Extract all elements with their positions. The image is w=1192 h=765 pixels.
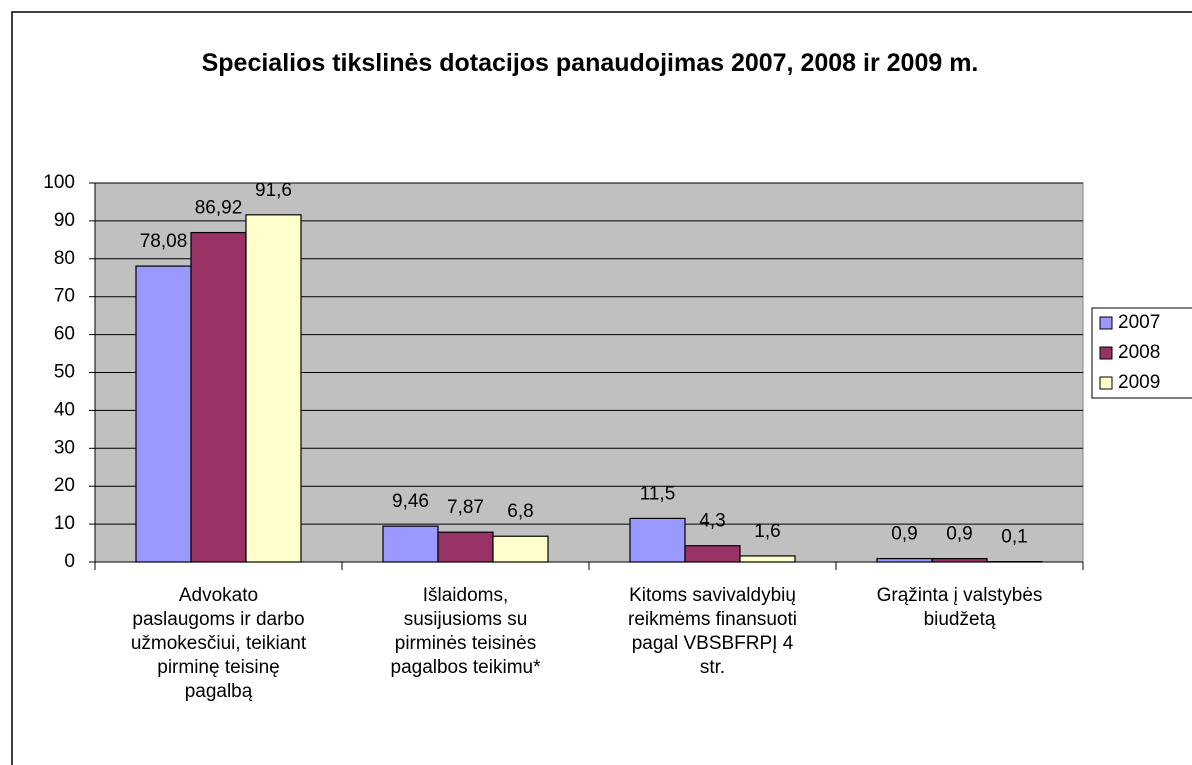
bar xyxy=(245,214,302,563)
y-tick-label: 70 xyxy=(54,286,75,307)
y-tick-label: 100 xyxy=(43,172,75,193)
bar xyxy=(190,231,247,563)
bar xyxy=(629,517,686,563)
legend-label: 2008 xyxy=(1118,342,1160,363)
y-tick-label: 90 xyxy=(54,210,75,231)
value-label: 86,92 xyxy=(195,198,243,219)
y-tick-label: 0 xyxy=(64,551,75,572)
legend-swatch xyxy=(1099,376,1113,390)
value-label: 6,8 xyxy=(507,501,533,522)
legend-swatch xyxy=(1099,346,1113,360)
bar xyxy=(739,555,796,563)
y-tick-label: 20 xyxy=(54,475,75,496)
value-label: 4,3 xyxy=(699,511,725,532)
value-label: 91,6 xyxy=(255,180,292,201)
chart-title: Specialios tikslinės dotacijos panaudoji… xyxy=(201,49,979,77)
value-label: 11,5 xyxy=(640,483,676,504)
y-tick-label: 60 xyxy=(54,324,75,345)
x-tick-label: Išlaidoms, susijusioms su pirminės teisi… xyxy=(390,585,541,678)
bar xyxy=(931,557,988,563)
value-label: 9,46 xyxy=(392,491,429,512)
y-tick-label: 10 xyxy=(54,513,75,534)
value-label: 1,6 xyxy=(754,521,780,542)
value-label: 78,08 xyxy=(140,231,188,252)
y-tick-label: 80 xyxy=(54,248,75,269)
x-tick-label: Advokato paslaugoms ir darbo užmokesčiui… xyxy=(130,585,307,702)
x-tick-label: Kitoms savivaldybių reikmėms finansuoti … xyxy=(628,585,797,678)
y-tick-label: 50 xyxy=(54,362,75,383)
bar xyxy=(437,531,494,563)
legend-swatch xyxy=(1099,316,1113,330)
value-label: 7,87 xyxy=(447,497,484,518)
bar xyxy=(382,525,439,563)
value-label: 0,9 xyxy=(946,524,972,545)
bar xyxy=(135,265,192,563)
bar xyxy=(492,535,549,563)
y-tick-label: 40 xyxy=(54,399,75,420)
legend-label: 2009 xyxy=(1118,372,1160,393)
value-label: 0,1 xyxy=(1001,527,1027,548)
value-label: 0,9 xyxy=(891,524,917,545)
bar xyxy=(876,557,933,563)
legend-label: 2007 xyxy=(1118,312,1160,333)
y-tick-label: 30 xyxy=(54,437,75,458)
x-tick-label: Grąžinta į valstybės biudžetą xyxy=(876,585,1043,630)
bar xyxy=(684,545,741,563)
